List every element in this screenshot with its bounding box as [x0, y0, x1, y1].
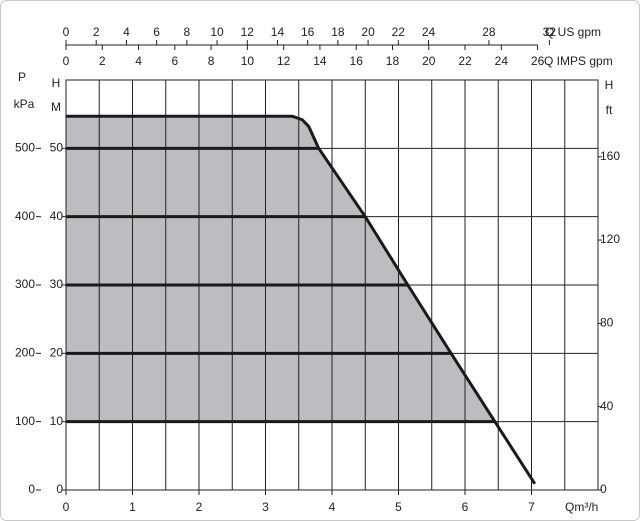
- y2-tick-label: 40: [600, 399, 614, 413]
- us-tick-label: 16: [301, 25, 315, 39]
- kpa-axis-label: P: [18, 70, 26, 84]
- kpa-tick-label: 300: [15, 277, 35, 291]
- x-tick-label: 3: [262, 500, 269, 514]
- x-tick-label: 5: [395, 500, 402, 514]
- x-tick-label: 6: [462, 500, 469, 514]
- us-tick-label: 10: [210, 25, 224, 39]
- imps-tick-label: 12: [277, 54, 291, 68]
- imps-tick-label: 0: [63, 54, 70, 68]
- us-tick-label: 2: [93, 25, 100, 39]
- us-tick-label: 12: [241, 25, 255, 39]
- y-tick-label: 30: [50, 277, 64, 291]
- y2-axis-label: H: [605, 78, 614, 92]
- pump-curve: [66, 114, 537, 485]
- y2-tick-label: 0: [600, 482, 607, 496]
- kpa-axis-unit: kPa: [14, 97, 35, 111]
- us-axis-label: Q US gpm: [545, 25, 601, 39]
- x-tick-label: 0: [63, 500, 70, 514]
- y2-tick-label: 120: [600, 232, 620, 246]
- imps-axis-label: Q IMPS gpm: [544, 54, 613, 68]
- imps-tick-label: 4: [135, 54, 142, 68]
- us-tick-label: 0: [63, 25, 70, 39]
- us-tick-label: 6: [153, 25, 160, 39]
- imps-tick-label: 22: [458, 54, 472, 68]
- us-tick-label: 24: [422, 25, 436, 39]
- us-tick-label: 28: [482, 25, 496, 39]
- imps-tick-label: 10: [241, 54, 255, 68]
- us-tick-label: 14: [271, 25, 285, 39]
- kpa-tick-label: 100: [15, 414, 35, 428]
- imps-tick-label: 2: [99, 54, 106, 68]
- y-tick-label: 40: [50, 209, 64, 223]
- imps-tick-label: 24: [495, 54, 509, 68]
- y2-tick-label: 160: [600, 149, 620, 163]
- imps-tick-label: 8: [208, 54, 215, 68]
- us-tick-label: 8: [183, 25, 190, 39]
- shaded-area: [66, 116, 495, 422]
- us-tick-label: 20: [361, 25, 375, 39]
- kpa-tick-label: 0: [28, 482, 35, 496]
- us-tick-label: 18: [331, 25, 345, 39]
- imps-tick-label: 26: [531, 54, 545, 68]
- y-tick-label: 50: [50, 141, 64, 155]
- x-tick-label: 2: [196, 500, 203, 514]
- y2-tick-label: 80: [600, 316, 614, 330]
- us-tick-label: 4: [123, 25, 130, 39]
- y-tick-label: 0: [56, 482, 63, 496]
- imps-tick-label: 16: [350, 54, 364, 68]
- imps-tick-label: 14: [313, 54, 327, 68]
- imps-tick-label: 6: [171, 54, 178, 68]
- y-tick-label: 20: [50, 346, 64, 360]
- imps-tick-label: 20: [422, 54, 436, 68]
- x-tick-label: 4: [329, 500, 336, 514]
- y-tick-label: 10: [50, 414, 64, 428]
- x-tick-label: 1: [129, 500, 136, 514]
- us-tick-label: 22: [392, 25, 406, 39]
- kpa-tick-label: 200: [15, 346, 35, 360]
- imps-tick-label: 18: [386, 54, 400, 68]
- y-axis-unit: M: [51, 100, 61, 114]
- kpa-tick-label: 500: [15, 141, 35, 155]
- y-axis-label: H: [52, 76, 61, 90]
- x-axis-label: Qm³/h: [565, 500, 598, 514]
- kpa-tick-label: 400: [15, 209, 35, 223]
- x-tick-label: 7: [528, 500, 535, 514]
- y2-axis-unit: ft: [606, 103, 613, 117]
- us-tick-label: 32: [543, 25, 557, 39]
